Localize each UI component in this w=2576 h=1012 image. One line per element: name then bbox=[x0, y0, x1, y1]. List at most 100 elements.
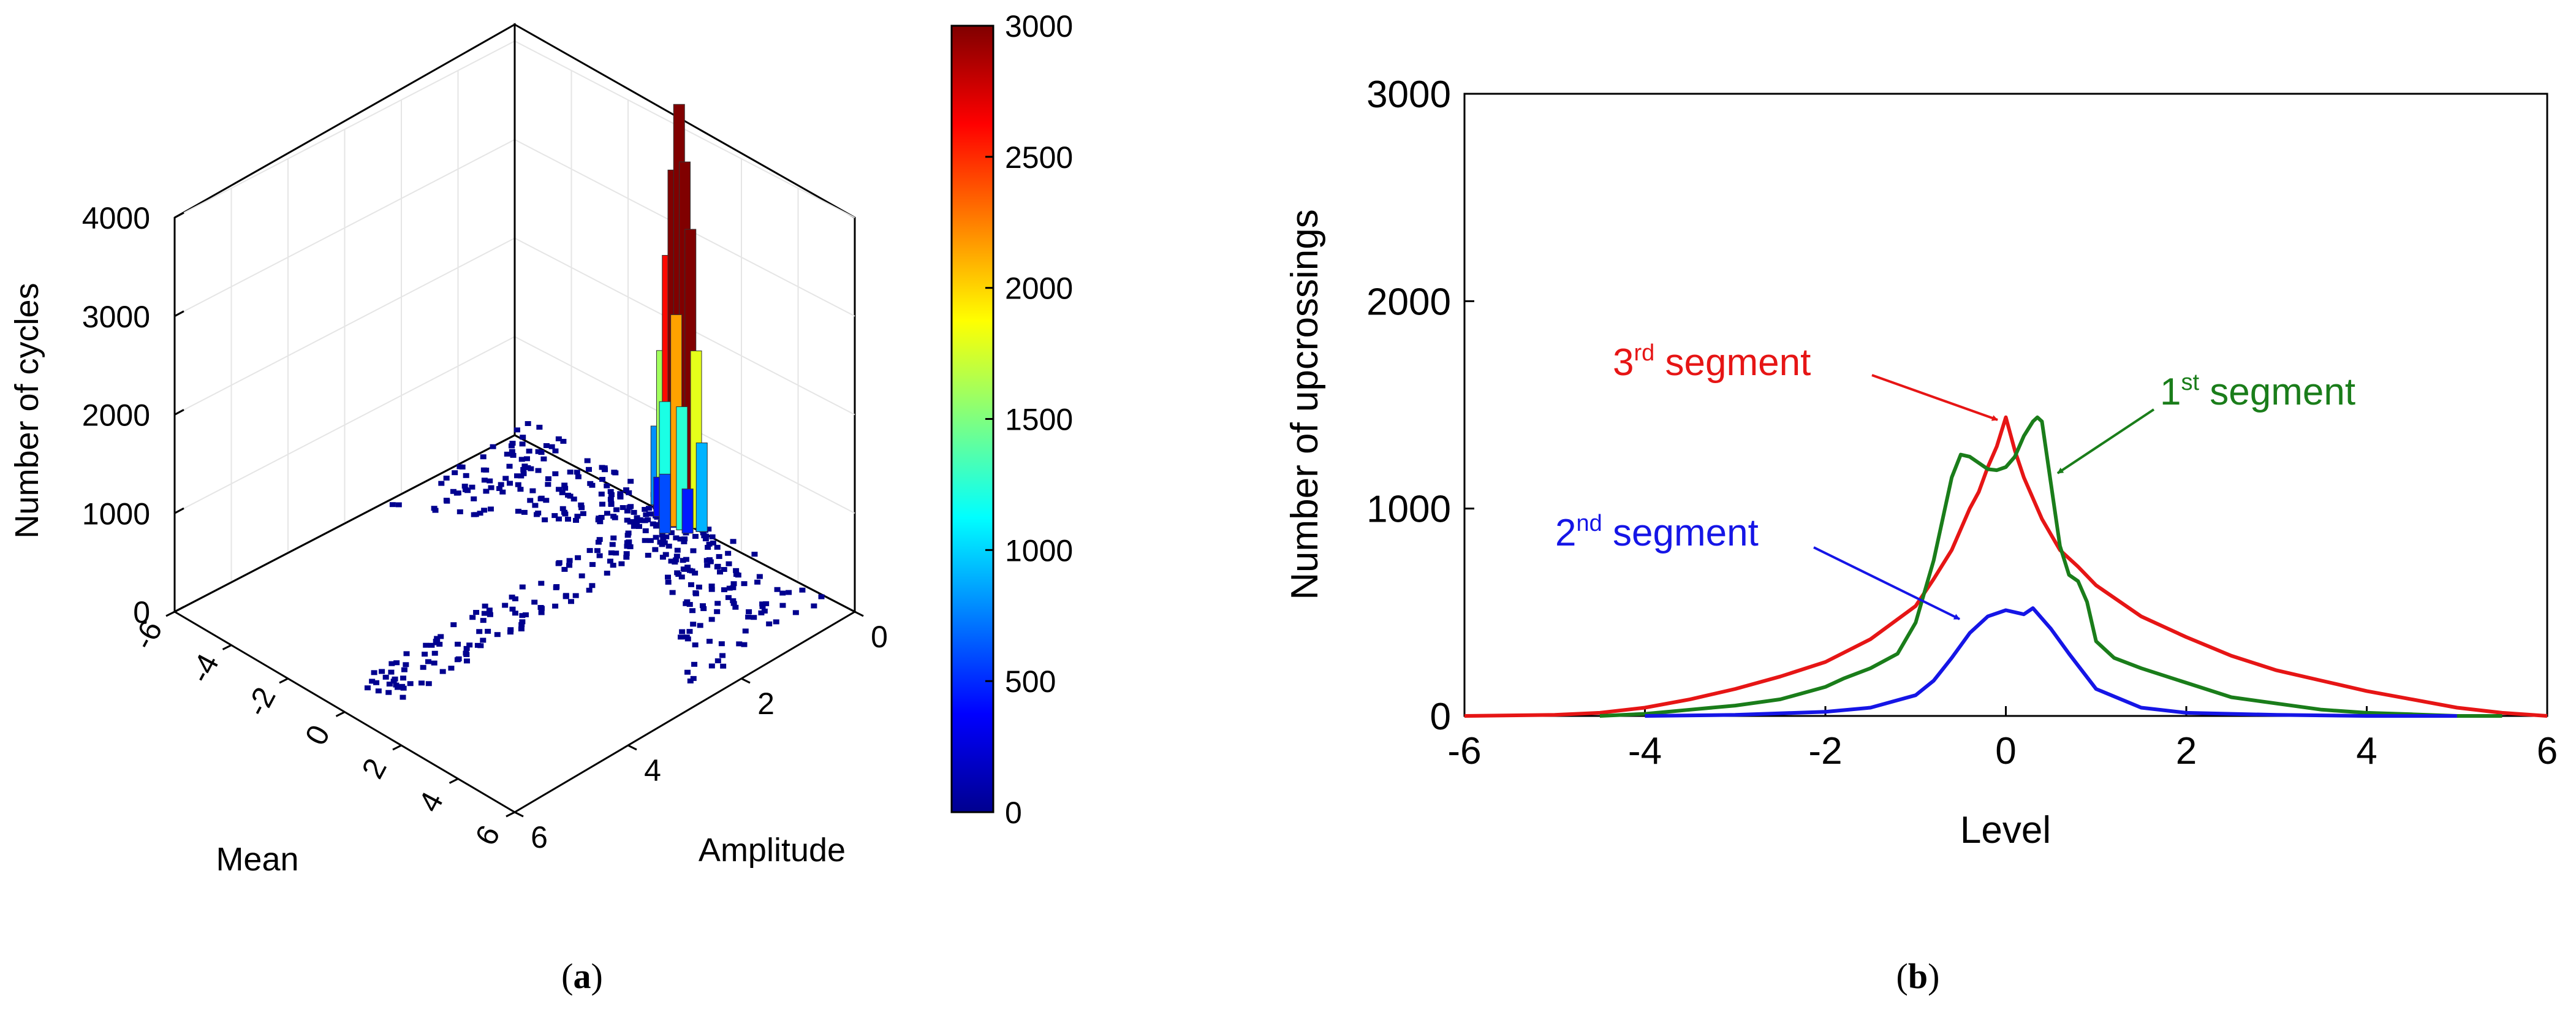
amplitude-tick-label: 4 bbox=[644, 753, 661, 788]
bin-cell bbox=[609, 542, 616, 547]
bin-cell bbox=[751, 615, 757, 620]
bin-cell bbox=[482, 603, 488, 609]
amplitude-tick bbox=[514, 811, 524, 818]
bin-cell bbox=[792, 610, 799, 615]
bin-cell bbox=[431, 506, 438, 511]
bin-cell bbox=[400, 694, 406, 700]
bin-cell bbox=[705, 544, 711, 550]
mean-tick bbox=[449, 778, 459, 784]
bin-cell bbox=[487, 612, 493, 617]
peak-bars bbox=[650, 104, 708, 534]
mean-tick bbox=[165, 611, 175, 617]
annotation-2nd-segment: 2nd segment bbox=[1555, 511, 1960, 620]
bin-cell bbox=[746, 609, 752, 614]
bin-cell bbox=[690, 622, 697, 627]
bin-cell bbox=[476, 629, 483, 634]
bin-cell bbox=[759, 601, 766, 607]
panel-b-label: (b) bbox=[1896, 956, 1940, 996]
bin-cell bbox=[480, 637, 487, 643]
bin-cell bbox=[704, 563, 711, 568]
bin-cell bbox=[567, 470, 574, 475]
bin-cell bbox=[509, 595, 515, 600]
bin-cell bbox=[613, 507, 620, 512]
bin-cell bbox=[520, 435, 526, 440]
bin-cell bbox=[471, 496, 477, 501]
bin-cell bbox=[665, 543, 672, 549]
bin-cell bbox=[371, 670, 377, 675]
bin-cell bbox=[766, 621, 773, 626]
bin-cell bbox=[364, 685, 371, 691]
bin-cell bbox=[567, 493, 574, 499]
bin-cell bbox=[528, 466, 534, 471]
bin-cell bbox=[665, 579, 672, 585]
bin-cell bbox=[566, 563, 573, 568]
bin-cell bbox=[393, 660, 400, 666]
bin-cell bbox=[754, 579, 761, 585]
bin-cell bbox=[730, 601, 737, 606]
bin-cell bbox=[657, 539, 664, 545]
bin-cell bbox=[512, 596, 518, 601]
mean-tick-label: 2 bbox=[355, 753, 393, 784]
bin-cell bbox=[642, 507, 648, 512]
bin-cell bbox=[686, 629, 693, 634]
y-axis-label-amplitude: Amplitude bbox=[699, 832, 846, 869]
bin-cell bbox=[434, 636, 441, 641]
bin-cell bbox=[721, 567, 727, 573]
bin-cell bbox=[506, 463, 513, 469]
bin-cell bbox=[483, 489, 490, 494]
bin-cell bbox=[678, 634, 684, 640]
bin-cell bbox=[527, 498, 534, 503]
bin-cell bbox=[509, 449, 515, 454]
bin-cell bbox=[559, 490, 566, 495]
bin-cell bbox=[563, 594, 569, 599]
bin-cell bbox=[455, 641, 461, 647]
bin-cell bbox=[570, 496, 577, 502]
bin-cell bbox=[635, 523, 642, 529]
bin-cell bbox=[513, 427, 520, 433]
bin-cell bbox=[717, 569, 724, 575]
bin-cell bbox=[562, 485, 569, 491]
bin-cell bbox=[716, 554, 722, 559]
bin-cell bbox=[431, 650, 438, 656]
bin-cell bbox=[400, 685, 407, 691]
bin-cell bbox=[599, 477, 606, 482]
panel-a-label: (a) bbox=[561, 956, 603, 996]
bin-cell bbox=[661, 540, 668, 546]
bin-cell bbox=[708, 663, 715, 669]
bin-cell bbox=[607, 558, 613, 564]
bin-cell bbox=[526, 448, 532, 454]
mean-tick bbox=[335, 711, 346, 717]
bin-cell bbox=[680, 558, 686, 563]
bin-cell bbox=[584, 458, 591, 463]
bin-cell bbox=[552, 603, 559, 609]
y-tick-label: 2000 bbox=[1366, 281, 1451, 323]
bin-cell bbox=[400, 675, 407, 681]
bin-cell bbox=[519, 619, 526, 625]
bin-cell bbox=[425, 659, 431, 664]
bin-cell bbox=[714, 601, 721, 606]
bin-cell bbox=[513, 473, 520, 479]
bin-cell bbox=[683, 634, 690, 640]
bin-cell bbox=[735, 573, 741, 578]
bin-cell bbox=[665, 574, 672, 580]
bin-cell bbox=[751, 552, 758, 557]
bin-cell bbox=[709, 534, 716, 539]
bin-cell bbox=[733, 568, 740, 573]
bin-cell bbox=[681, 536, 688, 542]
bin-cell bbox=[610, 563, 616, 568]
bin-cell bbox=[625, 530, 632, 536]
bin-cell bbox=[618, 561, 625, 566]
bin-cell bbox=[720, 663, 727, 669]
bin-cell bbox=[672, 557, 679, 563]
colorbar-tick-label: 2500 bbox=[1005, 140, 1073, 175]
bin-cell bbox=[700, 530, 707, 536]
colorbar-tick-label: 0 bbox=[1005, 796, 1022, 830]
bin-cell bbox=[596, 553, 603, 558]
bin-cell bbox=[507, 630, 514, 635]
bin-cell bbox=[538, 610, 545, 615]
z-tick-label: 4000 bbox=[82, 201, 150, 235]
bin-cell bbox=[642, 528, 649, 533]
bin-cell bbox=[710, 540, 716, 546]
bin-cell bbox=[714, 658, 721, 664]
bin-cell bbox=[774, 587, 781, 592]
